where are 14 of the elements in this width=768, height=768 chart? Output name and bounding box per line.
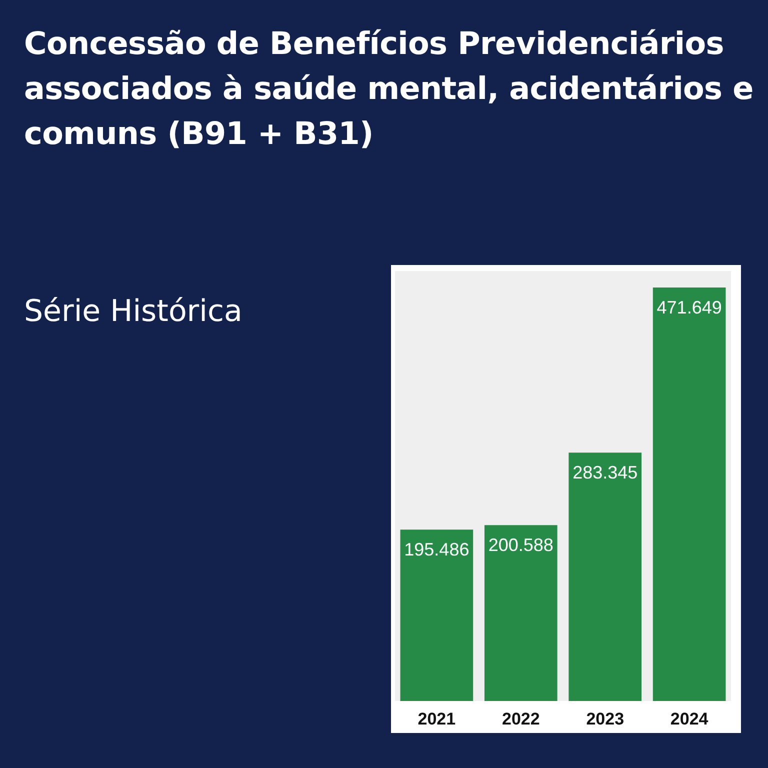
bar xyxy=(568,452,642,701)
x-tick-label: 2024 xyxy=(670,710,709,728)
x-tick-label: 2021 xyxy=(418,710,456,728)
x-tick-label: 2022 xyxy=(502,710,540,728)
x-tick-label: 2023 xyxy=(586,710,624,728)
data-label: 283.345 xyxy=(572,462,638,483)
text: Série Histórica xyxy=(24,293,244,331)
data-label: 195.486 xyxy=(404,540,470,560)
bar xyxy=(400,530,474,701)
chart-title: Concessão de Benefícios Previdenciários associados à saúde mental, acidentários e comuns (B91 + B31) xyxy=(24,25,754,154)
bar xyxy=(652,288,726,701)
data-label: 200.588 xyxy=(488,535,554,556)
bar xyxy=(484,525,558,701)
data-label: 471.649 xyxy=(656,298,722,318)
